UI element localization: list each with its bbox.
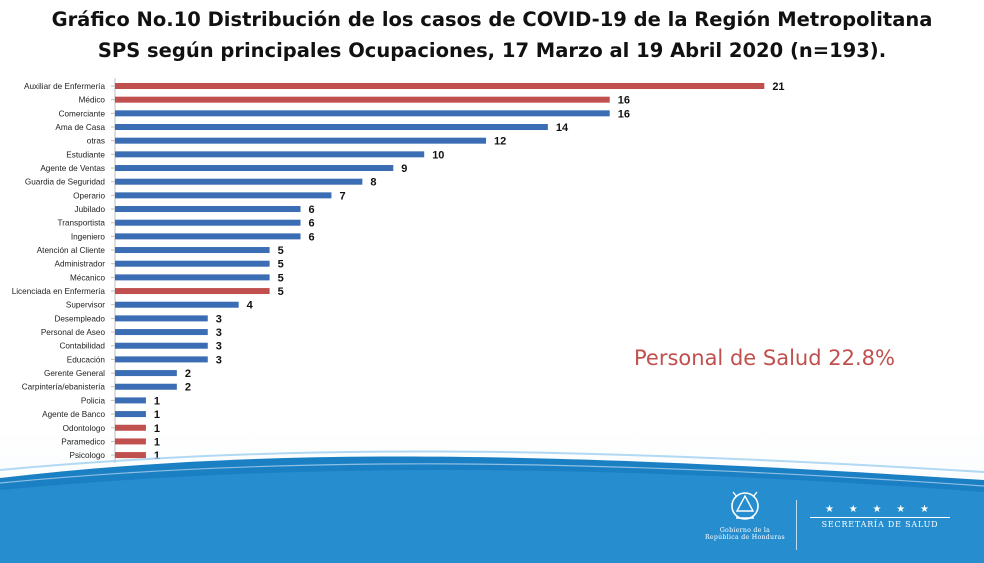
data-label: 3	[216, 341, 222, 353]
sesal-rule	[810, 517, 950, 518]
category-label: Odontologo	[63, 424, 106, 433]
category-label: Médico	[79, 96, 106, 105]
bar	[115, 452, 146, 459]
data-label: 6	[309, 218, 315, 230]
category-label: Carpintería/ebanistería	[22, 383, 106, 392]
category-label: Policia	[81, 396, 106, 405]
footer-divider	[796, 500, 797, 550]
government-text-line1: Gobierno de la	[719, 527, 771, 534]
bar	[115, 342, 208, 349]
bar	[115, 233, 301, 240]
bar	[115, 151, 425, 158]
data-label: 1	[154, 409, 160, 421]
bar	[115, 411, 146, 418]
bar	[115, 288, 270, 295]
category-label: Contabilidad	[59, 342, 105, 351]
bar	[115, 247, 270, 254]
category-label: Administrador	[54, 260, 105, 269]
stars-icon: ★ ★ ★ ★ ★	[825, 504, 935, 515]
category-label: Paramedico	[61, 437, 105, 446]
data-label: 3	[216, 354, 222, 366]
data-label: 2	[185, 382, 191, 394]
data-label: 1	[154, 436, 160, 448]
bar	[115, 137, 487, 144]
health-personnel-annotation: Personal de Salud 22.8%	[634, 346, 895, 370]
data-label: 2	[185, 368, 191, 380]
bar	[115, 383, 177, 390]
category-label: Guardia de Seguridad	[25, 178, 106, 187]
bar	[115, 178, 363, 185]
data-label: 16	[618, 95, 630, 107]
category-label: Agente de Banco	[42, 410, 105, 419]
category-label: Personal de Aseo	[41, 328, 106, 337]
bar	[115, 356, 208, 363]
data-label: 3	[216, 327, 222, 339]
bar	[115, 315, 208, 322]
category-label: Comerciante	[59, 109, 106, 118]
government-text-line2: República de Honduras	[704, 534, 786, 541]
data-label: 12	[494, 136, 506, 148]
data-label: 6	[309, 204, 315, 216]
category-label: Atención al Cliente	[37, 246, 106, 255]
bar	[115, 219, 301, 226]
data-label: 1	[154, 450, 160, 462]
data-label: 1	[154, 423, 160, 435]
category-label: Educación	[67, 355, 106, 364]
data-label: 7	[339, 190, 345, 202]
footer-wave	[0, 450, 984, 563]
bar	[115, 206, 301, 213]
category-label: Estudiante	[66, 150, 105, 159]
chart-title-line2: SPS según principales Ocupaciones, 17 Ma…	[97, 39, 887, 62]
category-label: Mécanico	[70, 273, 105, 282]
data-label: 4	[247, 300, 254, 312]
category-label: Jubilado	[75, 205, 106, 214]
secretaria-de-salud-text: SECRETARÍA DE SALUD	[821, 520, 939, 529]
bar	[115, 124, 548, 131]
bar	[115, 438, 146, 445]
category-label: Transportista	[58, 219, 106, 228]
bar	[115, 110, 610, 117]
category-label: Supervisor	[66, 301, 105, 310]
data-label: 10	[432, 149, 444, 161]
category-label: otras	[87, 137, 105, 146]
category-label: Agente de Ventas	[40, 164, 105, 173]
bar	[115, 192, 332, 199]
category-label: Gerente General	[44, 369, 105, 378]
bar	[115, 397, 146, 404]
category-label: Ama de Casa	[55, 123, 105, 132]
data-label: 6	[309, 231, 315, 243]
category-label: Desempleado	[54, 314, 105, 323]
coat-of-arms-icon	[731, 491, 759, 520]
category-label: Licenciada en Enfermería	[12, 287, 106, 296]
bar	[115, 260, 270, 267]
bar	[115, 83, 765, 89]
category-label: Ingeniero	[71, 232, 106, 241]
bar	[115, 274, 270, 281]
data-label: 5	[278, 272, 284, 284]
bar	[115, 370, 177, 377]
bar	[115, 301, 239, 308]
data-label: 3	[216, 313, 222, 325]
data-label: 9	[401, 163, 407, 175]
bar	[115, 165, 394, 172]
bar	[115, 96, 610, 103]
secretaria-de-salud-logo: ★ ★ ★ ★ ★ SECRETARÍA DE SALUD	[800, 504, 960, 529]
data-label: 5	[278, 245, 284, 257]
data-label: 8	[370, 177, 376, 189]
data-label: 21	[772, 81, 784, 93]
data-label: 14	[556, 122, 569, 134]
category-label: Operario	[73, 191, 105, 200]
data-label: 1	[154, 395, 160, 407]
data-label: 5	[278, 286, 284, 298]
category-label: Psicologo	[69, 451, 105, 460]
chart-title: Gráfico No.10 Distribución de los casos …	[0, 4, 984, 66]
data-label: 5	[278, 259, 284, 271]
category-label: Auxiliar de Enfermería	[24, 82, 105, 91]
chart-title-line1: Gráfico No.10 Distribución de los casos …	[51, 8, 933, 31]
bar	[115, 424, 146, 431]
data-label: 16	[618, 108, 630, 120]
government-logo: Gobierno de la República de Honduras	[690, 488, 800, 541]
bar	[115, 329, 208, 336]
